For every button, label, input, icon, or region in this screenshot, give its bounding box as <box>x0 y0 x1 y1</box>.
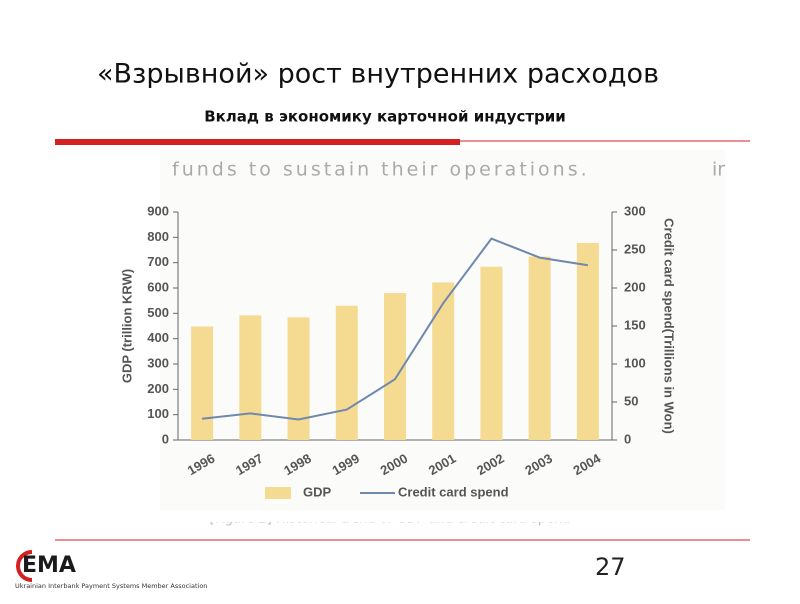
y-tick-label: 100 <box>147 406 169 421</box>
line <box>202 237 589 421</box>
y2-tick-label: 100 <box>624 355 646 370</box>
y2-tick-label: 200 <box>624 279 646 294</box>
y-tick-label: 400 <box>147 330 169 345</box>
scan-edge: ir <box>712 159 725 181</box>
page-number: 27 <box>595 553 626 581</box>
y2-axis-label: Credit card spend(Trillions in Won) <box>662 218 677 434</box>
y-tick-label: 500 <box>147 305 169 320</box>
legend-label: GDP <box>303 484 332 499</box>
y2-tick-label: 300 <box>624 203 646 218</box>
y-tick-label: 600 <box>147 279 169 294</box>
bar <box>576 242 599 440</box>
logo: EMA <box>22 553 76 578</box>
y2-tick-label: 250 <box>624 241 646 256</box>
y-tick-label: 900 <box>147 203 169 218</box>
bar <box>432 282 455 440</box>
logo-arc <box>16 550 33 582</box>
y-tick-label: 300 <box>147 355 169 370</box>
bar <box>528 256 551 440</box>
legend-swatch <box>265 487 291 499</box>
bar <box>191 326 214 440</box>
y2-tick-label: 50 <box>624 393 638 408</box>
caption-cut <box>160 510 725 522</box>
slide-title: «Взрывной» рост внутренних расходов <box>97 59 659 90</box>
y-tick-label: 200 <box>147 381 169 396</box>
y-tick-label: 700 <box>147 254 169 269</box>
slide-subtitle: Вклад в экономику карточной индустрии <box>204 108 566 126</box>
scan-text: funds to sustain their operations. <box>172 159 590 181</box>
bar <box>480 266 503 440</box>
legend-label: Credit card spend <box>398 484 509 499</box>
y-tick-label: 0 <box>162 431 169 446</box>
bar <box>335 305 358 440</box>
y-tick-label: 800 <box>147 229 169 244</box>
y2-tick-label: 150 <box>624 317 646 332</box>
bar <box>384 293 406 440</box>
y-axis-label: GDP (trillion KRW) <box>119 269 134 383</box>
bar <box>287 317 310 440</box>
y2-tick-label: 0 <box>624 431 631 446</box>
logo-caption: Ukrainian Interbank Payment Systems Memb… <box>15 582 207 590</box>
red-bar <box>55 139 460 145</box>
bar <box>239 315 262 440</box>
